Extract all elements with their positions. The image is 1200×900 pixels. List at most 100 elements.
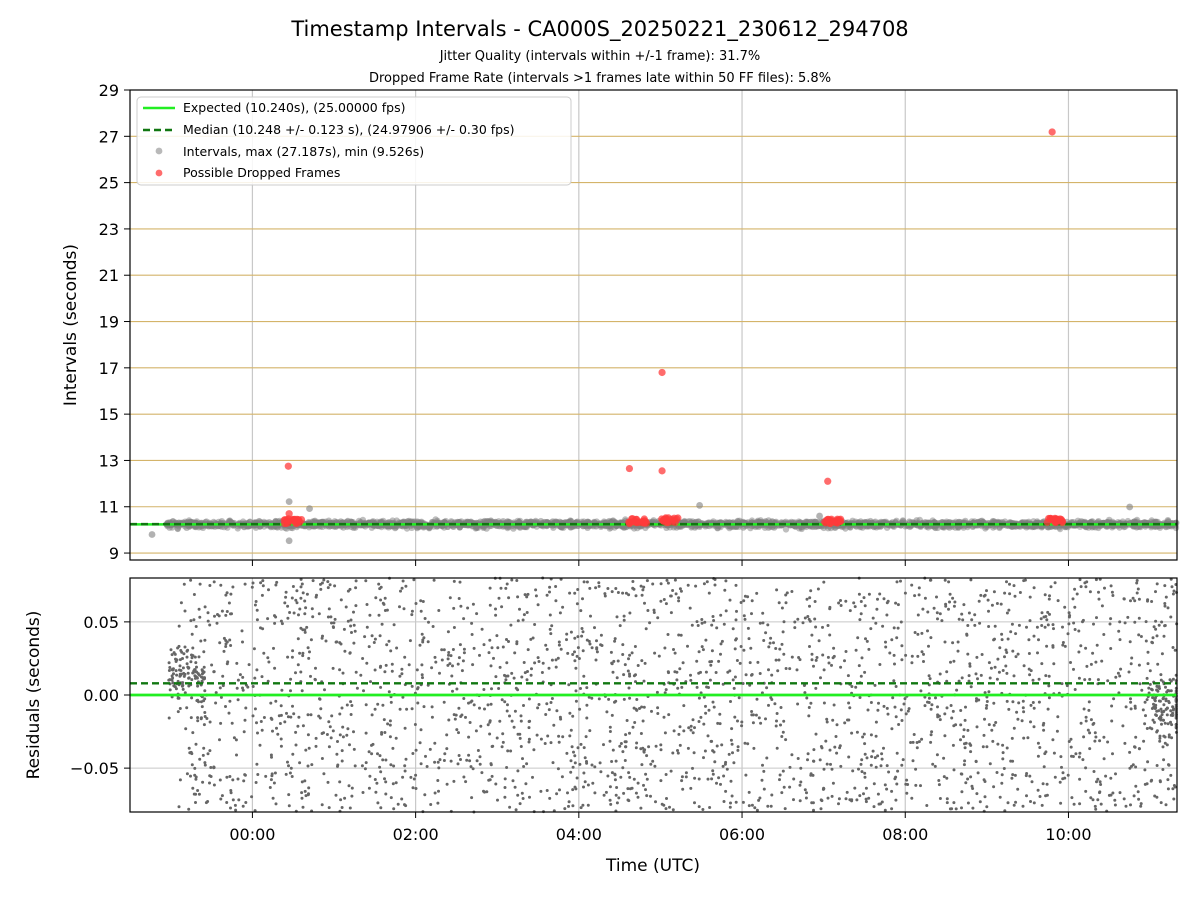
residual-point	[935, 753, 939, 757]
residual-point	[325, 733, 329, 736]
residual-point	[866, 708, 870, 712]
residual-point	[1053, 775, 1057, 779]
residual-point	[188, 751, 192, 755]
residual-point	[299, 585, 303, 589]
interval-point	[606, 517, 613, 525]
residual-point	[361, 791, 365, 794]
residual-point	[622, 791, 626, 795]
residual-point	[894, 715, 898, 719]
residual-point	[350, 794, 354, 798]
residual-point	[666, 670, 670, 674]
residual-point	[389, 763, 393, 767]
residual-point	[588, 642, 592, 646]
residual-point	[1159, 801, 1163, 805]
residual-point	[495, 634, 499, 638]
residual-point	[1048, 612, 1051, 616]
residual-point	[1046, 623, 1050, 627]
residual-point	[329, 736, 333, 740]
residual-point	[642, 705, 646, 709]
residual-point	[455, 687, 459, 691]
residual-point	[992, 638, 996, 642]
residual-point	[1070, 796, 1074, 800]
residual-point	[306, 764, 310, 768]
residual-point	[556, 656, 560, 660]
dropped-frame-point-6	[1048, 128, 1056, 136]
residual-point	[221, 684, 225, 688]
residual-point	[1020, 719, 1024, 723]
residual-point	[458, 643, 462, 647]
residual-point	[839, 764, 843, 768]
residual-point	[780, 791, 784, 795]
residual-point	[780, 606, 784, 610]
residual-point	[750, 673, 754, 676]
residual-point	[799, 766, 803, 770]
residual-point	[837, 802, 840, 806]
residual-point	[956, 640, 960, 644]
residual-point	[832, 646, 836, 650]
residual-point	[274, 802, 278, 806]
residual-point	[1084, 715, 1088, 719]
residual-point	[614, 587, 618, 590]
residual-point	[231, 798, 235, 802]
residual-point	[691, 766, 694, 770]
residual-point	[1137, 663, 1141, 667]
residual-point	[300, 796, 304, 800]
residual-point	[1108, 622, 1112, 626]
residual-point	[487, 778, 491, 782]
residual-point	[505, 661, 509, 665]
residual-point	[807, 617, 811, 621]
residual-point	[246, 685, 250, 689]
residual-point	[1095, 643, 1099, 647]
residual-point	[236, 698, 240, 702]
residual-point	[1073, 605, 1077, 609]
residual-point	[968, 662, 972, 666]
residual-point	[229, 612, 232, 616]
residual-point	[1005, 671, 1009, 675]
intervals-ytick-label-1: 11	[99, 498, 119, 517]
residual-point	[945, 797, 949, 801]
residual-point	[1116, 671, 1120, 675]
residual-point	[680, 775, 684, 779]
residual-point	[516, 732, 520, 736]
residual-point	[913, 594, 917, 598]
residual-point	[731, 627, 735, 631]
residual-point	[964, 781, 968, 785]
residual-point	[822, 767, 826, 771]
residual-point	[806, 752, 810, 756]
residual-point	[217, 614, 221, 618]
residual-point	[805, 597, 809, 601]
residual-point	[810, 633, 814, 637]
residual-point	[579, 806, 583, 810]
residual-point	[235, 661, 239, 665]
residual-point	[645, 794, 649, 798]
residual-point	[370, 713, 374, 717]
residual-point	[973, 613, 977, 617]
residual-point	[311, 579, 315, 583]
residual-point	[1092, 622, 1095, 626]
residual-point	[565, 751, 569, 755]
residual-point	[269, 701, 273, 705]
residual-point	[1032, 706, 1036, 710]
residual-point	[728, 598, 732, 602]
residual-point	[274, 699, 278, 703]
residual-point	[668, 805, 671, 809]
residual-point	[352, 623, 356, 627]
residual-point	[364, 761, 368, 765]
dropped-frame-point-0	[284, 462, 292, 470]
residual-point	[1072, 621, 1076, 625]
residual-point	[391, 746, 395, 750]
residual-point	[267, 588, 270, 592]
residual-point	[480, 627, 484, 631]
residual-point	[294, 671, 297, 675]
residual-point	[608, 725, 612, 729]
residual-point	[189, 716, 193, 720]
residual-point	[953, 600, 957, 604]
residual-point	[733, 675, 737, 679]
residual-point	[197, 607, 201, 611]
residual-point	[839, 604, 843, 607]
residual-point	[215, 621, 219, 625]
residual-point	[412, 578, 416, 582]
residual-point	[1029, 703, 1033, 707]
residual-point	[1052, 751, 1056, 755]
